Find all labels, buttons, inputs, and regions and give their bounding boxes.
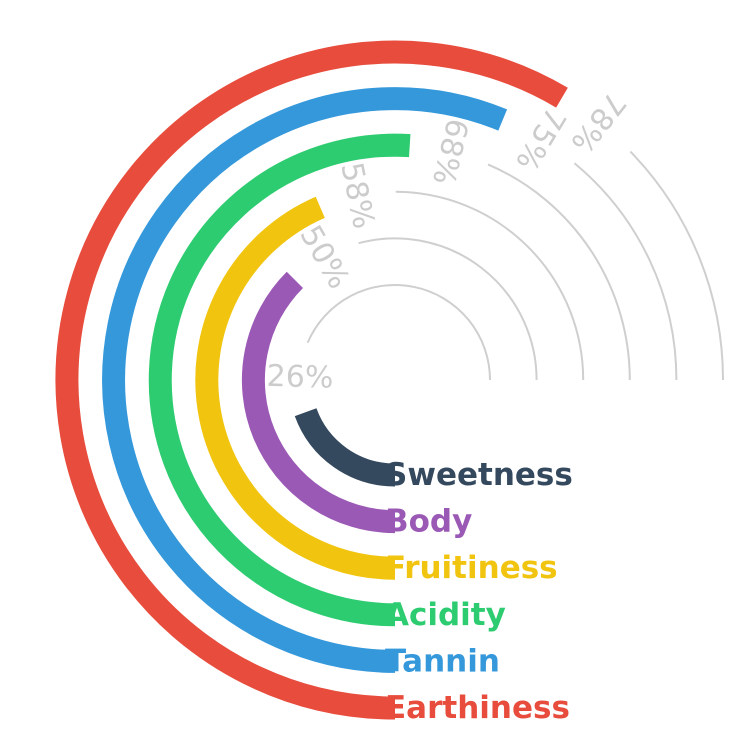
- value-labels: 26% 50%58% 68% 75%78%: [266, 85, 632, 395]
- category-label-fruitiness: Fruitiness: [385, 550, 558, 586]
- track-tannin: [573, 162, 678, 381]
- category-label-tannin: Tannin: [385, 643, 500, 679]
- track-sweetness: [306, 284, 491, 381]
- track-earthiness: [629, 150, 724, 381]
- data-bars: [55, 40, 568, 720]
- category-label-body: Body: [385, 504, 472, 540]
- category-labels: Sweetness Body Fruitiness Acidity Tannin Eart…: [385, 457, 573, 726]
- value-label-earthiness: 78%: [564, 85, 633, 159]
- background-tracks: [306, 150, 724, 381]
- value-label-body: 50%: [292, 220, 356, 295]
- bar-tannin: [102, 87, 508, 673]
- track-fruitiness: [395, 190, 585, 381]
- category-label-acidity: Acidity: [385, 597, 506, 633]
- bar-earthiness: [55, 40, 568, 720]
- track-body: [358, 237, 538, 381]
- value-label-acidity: 68%: [425, 115, 475, 188]
- category-label-earthiness: Earthiness: [385, 690, 570, 726]
- bar-acidity: [148, 133, 411, 627]
- value-label-sweetness: 26%: [266, 359, 334, 396]
- bar-body: [241, 271, 396, 534]
- bar-fruitiness: [195, 196, 396, 580]
- value-label-tannin: 75%: [508, 101, 572, 176]
- value-label-fruitiness: 58%: [333, 159, 381, 231]
- category-label-sweetness: Sweetness: [385, 457, 573, 493]
- track-acidity: [487, 163, 631, 381]
- bar-sweetness: [294, 407, 396, 487]
